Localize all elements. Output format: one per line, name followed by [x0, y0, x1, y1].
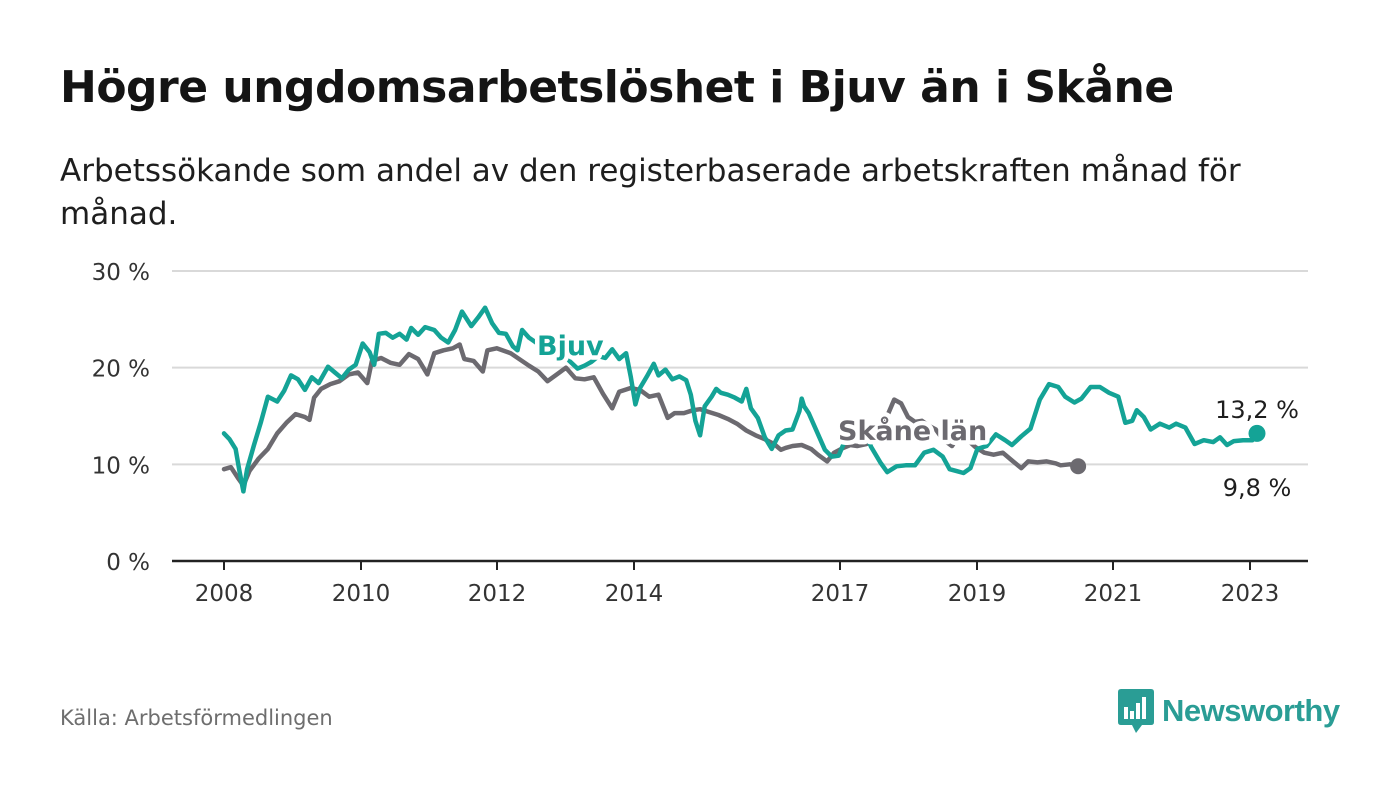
series-label-bjuv-halo: Bjuv — [537, 331, 604, 362]
source-note: Källa: Arbetsförmedlingen — [60, 706, 333, 730]
y-tick-label: 10 % — [92, 453, 150, 479]
end-marker-skane — [1070, 458, 1087, 475]
bar-chart-speech-bubble-icon — [1118, 689, 1154, 733]
series-label-skane: Skåne län — [838, 415, 987, 447]
chart-subtitle: Arbetssökande som andel av den registerb… — [60, 153, 1241, 232]
line-chart: 0 % 10 % 20 % 30 % 2008 2010 2012 2014 2017 2019 2… — [92, 260, 1308, 607]
x-tick-label: 2021 — [1084, 581, 1143, 607]
newsworthy-logo[interactable]: Newsworthy — [1118, 689, 1340, 733]
x-tick-label: 2014 — [605, 581, 664, 607]
end-marker-bjuv — [1248, 424, 1266, 442]
y-tick-label: 30 % — [92, 260, 150, 286]
brand-name: Newsworthy — [1162, 693, 1340, 728]
x-tick-label: 2012 — [468, 581, 527, 607]
x-tick-label: 2008 — [195, 581, 254, 607]
x-tick-label: 2023 — [1221, 581, 1280, 607]
end-value-label-skane: 9,8 % — [1223, 474, 1292, 502]
chart-title: Högre ungdomsarbetslöshet i Bjuv än i Sk… — [60, 62, 1174, 113]
end-value-label-bjuv: 13,2 % — [1215, 396, 1299, 424]
series-label-skane-halo: Skåne län — [838, 415, 987, 447]
x-tick-label: 2017 — [811, 581, 870, 607]
end-value-label-bjuv-halo: 13,2 % — [1215, 396, 1299, 424]
series-label-bjuv: Bjuv — [537, 331, 604, 362]
end-value-label-skane-halo: 9,8 % — [1223, 474, 1292, 502]
y-tick-label: 20 % — [92, 357, 150, 383]
x-tick-label: 2010 — [332, 581, 391, 607]
x-tick-label: 2019 — [948, 581, 1007, 607]
series-line-skane — [221, 342, 1081, 488]
series-line-bjuv — [221, 305, 1260, 494]
y-tick-label: 0 % — [106, 550, 150, 576]
